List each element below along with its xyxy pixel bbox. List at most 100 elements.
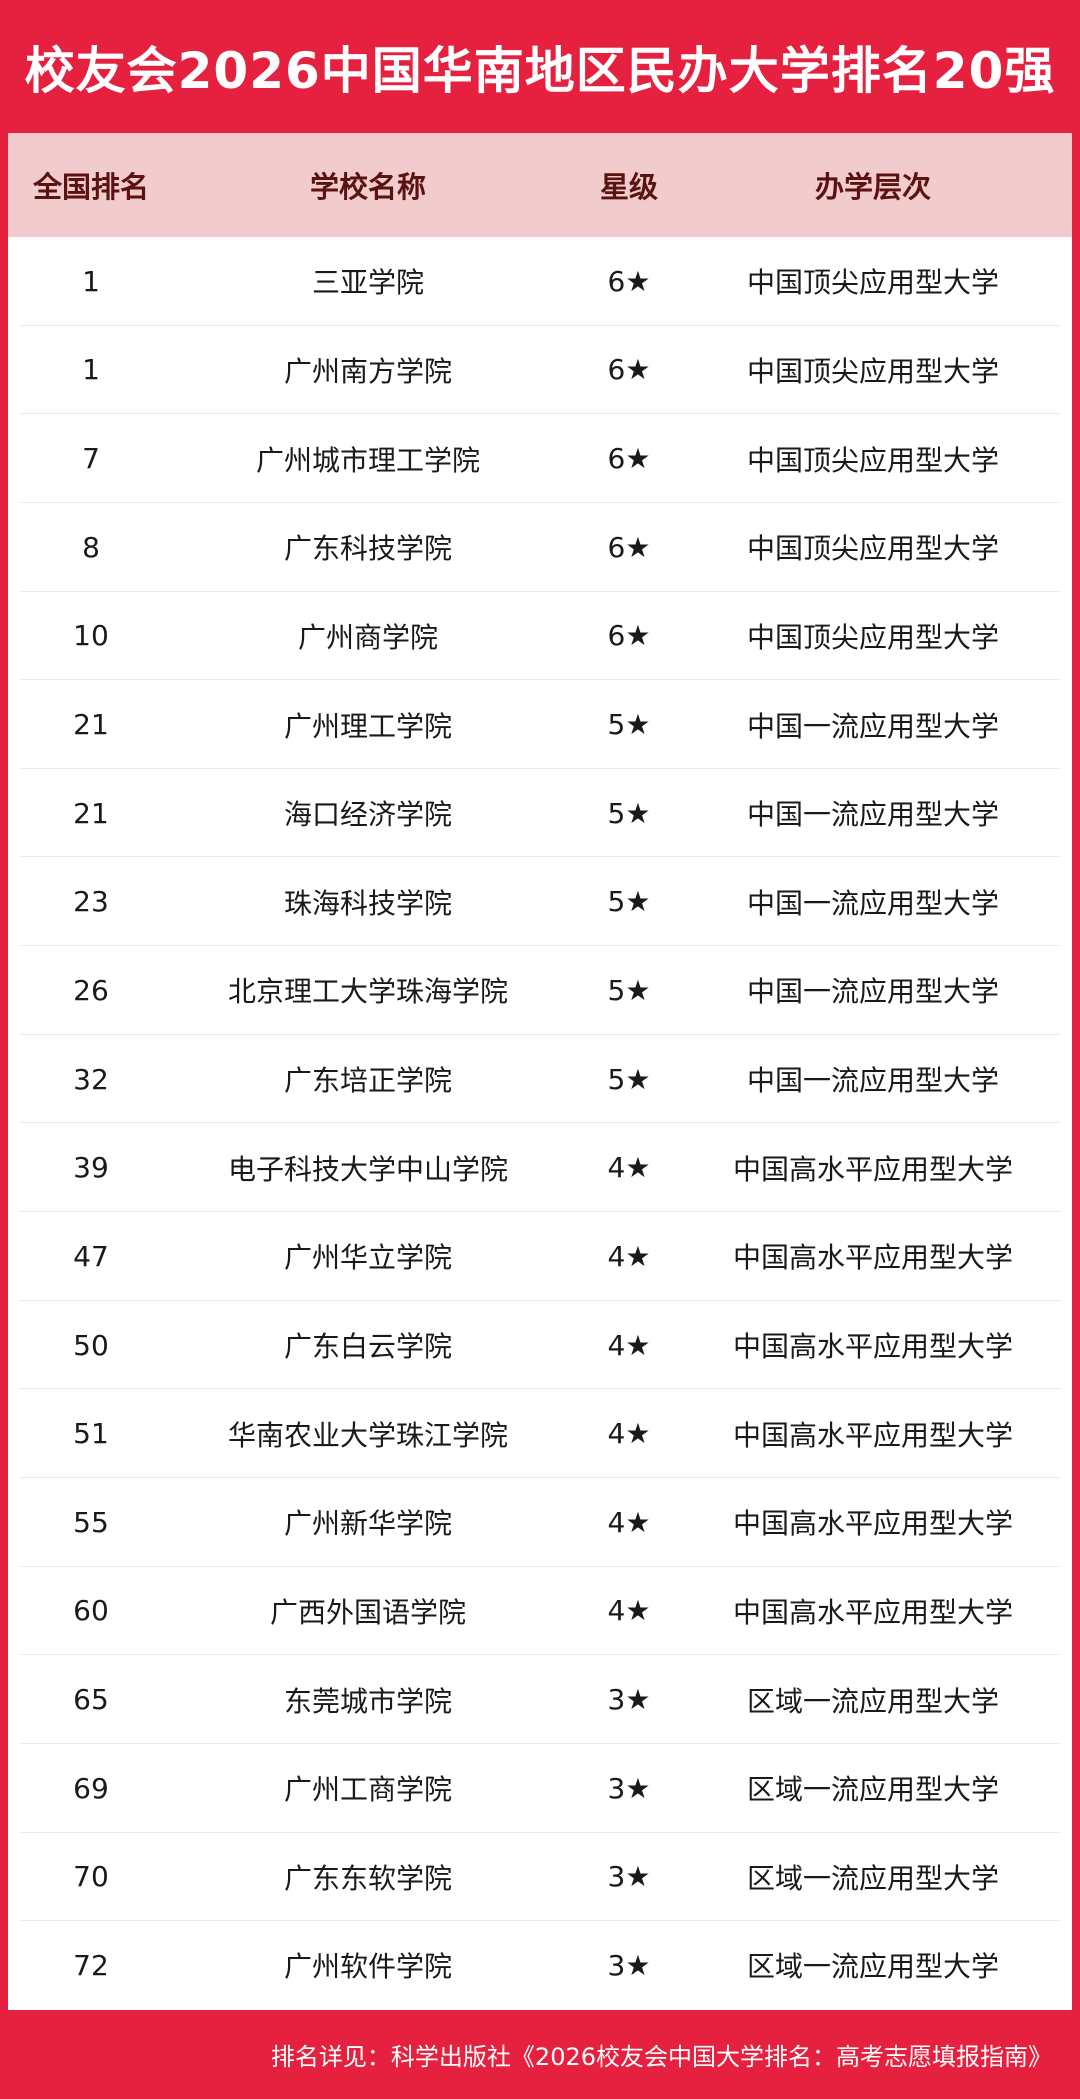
rank-cell: 55 [73,1505,109,1539]
school-name-cell: 广东科技学院 [283,532,453,566]
rank-cell: 8 [82,530,100,564]
school-name-cell: 珠海科技学院 [283,886,453,920]
table-row: 65 东莞城市学院 3★ 区域一流应用型大学 [8,1655,1072,1744]
school-name-cell: 北京理工大学珠海学院 [227,975,509,1009]
school-name-cell: 广州城市理工学院 [255,443,481,477]
stars-cell: 5★ [607,796,651,830]
stars-cell: 3★ [607,1771,651,1805]
stars-cell: 4★ [607,1328,651,1362]
rank-cell: 50 [73,1328,109,1362]
level-cell: 中国一流应用型大学 [746,709,1000,743]
rank-cell: 7 [82,442,100,476]
header-stars: 星级 [599,170,659,204]
level-cell: 中国高水平应用型大学 [732,1418,1014,1452]
school-name-cell: 广州工商学院 [283,1773,453,1807]
table-row: 32 广东培正学院 5★ 中国一流应用型大学 [8,1035,1072,1124]
level-cell: 中国顶尖应用型大学 [746,354,1000,388]
table-row: 39 电子科技大学中山学院 4★ 中国高水平应用型大学 [8,1123,1072,1212]
table-row: 10 广州商学院 6★ 中国顶尖应用型大学 [8,592,1072,681]
stars-cell: 6★ [607,353,651,387]
level-cell: 中国高水平应用型大学 [732,1241,1014,1275]
level-cell: 中国一流应用型大学 [746,1064,1000,1098]
rank-cell: 47 [73,1239,109,1273]
table-row: 1 广州南方学院 6★ 中国顶尖应用型大学 [8,326,1072,415]
table-row: 50 广东白云学院 4★ 中国高水平应用型大学 [8,1301,1072,1390]
rank-cell: 23 [73,885,109,919]
level-cell: 中国顶尖应用型大学 [746,532,1000,566]
stars-cell: 5★ [607,885,651,919]
school-name-cell: 广州商学院 [297,620,439,654]
rank-cell: 21 [73,708,109,742]
rank-cell: 60 [73,1594,109,1628]
school-name-cell: 广州新华学院 [283,1507,453,1541]
ranking-table: 全国排名 学校名称 星级 办学层次 1 三亚学院 6★ 中国顶尖应用型大学 1 广州南方学… [8,133,1072,2010]
school-name-cell: 广州软件学院 [283,1950,453,1984]
header-level: 办学层次 [814,170,932,204]
table-row: 21 广州理工学院 5★ 中国一流应用型大学 [8,680,1072,769]
level-cell: 区域一流应用型大学 [746,1950,1000,1984]
school-name-cell: 广西外国语学院 [269,1595,467,1629]
school-name-cell: 广东培正学院 [283,1064,453,1098]
rank-cell: 26 [73,973,109,1007]
school-name-cell: 东莞城市学院 [283,1684,453,1718]
level-cell: 区域一流应用型大学 [746,1684,1000,1718]
table-row: 47 广州华立学院 4★ 中国高水平应用型大学 [8,1212,1072,1301]
table-row: 1 三亚学院 6★ 中国顶尖应用型大学 [8,237,1072,326]
stars-cell: 6★ [607,530,651,564]
table-row: 55 广州新华学院 4★ 中国高水平应用型大学 [8,1478,1072,1567]
table-body: 1 三亚学院 6★ 中国顶尖应用型大学 1 广州南方学院 6★ 中国顶尖应用型大学 7 广州城市理… [8,237,1072,2010]
stars-cell: 3★ [607,1948,651,1982]
table-row: 21 海口经济学院 5★ 中国一流应用型大学 [8,769,1072,858]
rank-cell: 65 [73,1683,109,1717]
level-cell: 中国顶尖应用型大学 [746,266,1000,300]
source-note: 排名详见：科学出版社《2026校友会中国大学排名：高考志愿填报指南》 [270,2043,1052,2071]
school-name-cell: 华南农业大学珠江学院 [227,1418,509,1452]
level-cell: 中国一流应用型大学 [746,975,1000,1009]
stars-cell: 4★ [607,1239,651,1273]
stars-cell: 4★ [607,1594,651,1628]
rank-cell: 1 [82,264,100,298]
level-cell: 中国一流应用型大学 [746,798,1000,832]
table-row: 7 广州城市理工学院 6★ 中国顶尖应用型大学 [8,414,1072,503]
rank-cell: 69 [73,1771,109,1805]
level-cell: 中国一流应用型大学 [746,886,1000,920]
level-cell: 中国顶尖应用型大学 [746,443,1000,477]
table-row: 69 广州工商学院 3★ 区域一流应用型大学 [8,1744,1072,1833]
stars-cell: 5★ [607,973,651,1007]
school-name-cell: 广东白云学院 [283,1330,453,1363]
school-name-cell: 三亚学院 [311,266,425,300]
school-name-cell: 广州南方学院 [283,354,453,388]
rank-cell: 10 [73,619,109,653]
level-cell: 中国高水平应用型大学 [732,1595,1014,1629]
rank-cell: 72 [73,1948,109,1982]
table-row: 70 广东东软学院 3★ 区域一流应用型大学 [8,1833,1072,1922]
stars-cell: 6★ [607,442,651,476]
header-name: 学校名称 [309,170,427,204]
table-row: 26 北京理工大学珠海学院 5★ 中国一流应用型大学 [8,946,1072,1035]
table-row: 8 广东科技学院 6★ 中国顶尖应用型大学 [8,503,1072,592]
stars-cell: 5★ [607,708,651,742]
table-row: 51 华南农业大学珠江学院 4★ 中国高水平应用型大学 [8,1389,1072,1478]
school-name-cell: 广东东软学院 [283,1861,453,1895]
table-row: 23 珠海科技学院 5★ 中国一流应用型大学 [8,857,1072,946]
level-cell: 中国高水平应用型大学 [732,1152,1014,1186]
level-cell: 区域一流应用型大学 [746,1773,1000,1807]
stars-cell: 6★ [607,619,651,653]
header-rank: 全国排名 [32,170,150,204]
stars-cell: 3★ [607,1683,651,1717]
page-title: 校友会2026中国华南地区民办大学排名20强 [24,41,1056,100]
stars-cell: 4★ [607,1505,651,1539]
school-name-cell: 海口经济学院 [283,798,453,832]
table-row: 72 广州软件学院 3★ 区域一流应用型大学 [8,1921,1072,2010]
level-cell: 中国顶尖应用型大学 [746,620,1000,654]
stars-cell: 5★ [607,1062,651,1096]
level-cell: 中国高水平应用型大学 [732,1330,1014,1363]
stars-cell: 6★ [607,264,651,298]
rank-cell: 21 [73,796,109,830]
school-name-cell: 电子科技大学中山学院 [227,1152,509,1186]
school-name-cell: 广州理工学院 [283,709,453,743]
level-cell: 中国高水平应用型大学 [732,1507,1014,1541]
rank-cell: 1 [82,353,100,387]
table-header: 全国排名 学校名称 星级 办学层次 [8,133,1072,237]
stars-cell: 4★ [607,1151,651,1185]
